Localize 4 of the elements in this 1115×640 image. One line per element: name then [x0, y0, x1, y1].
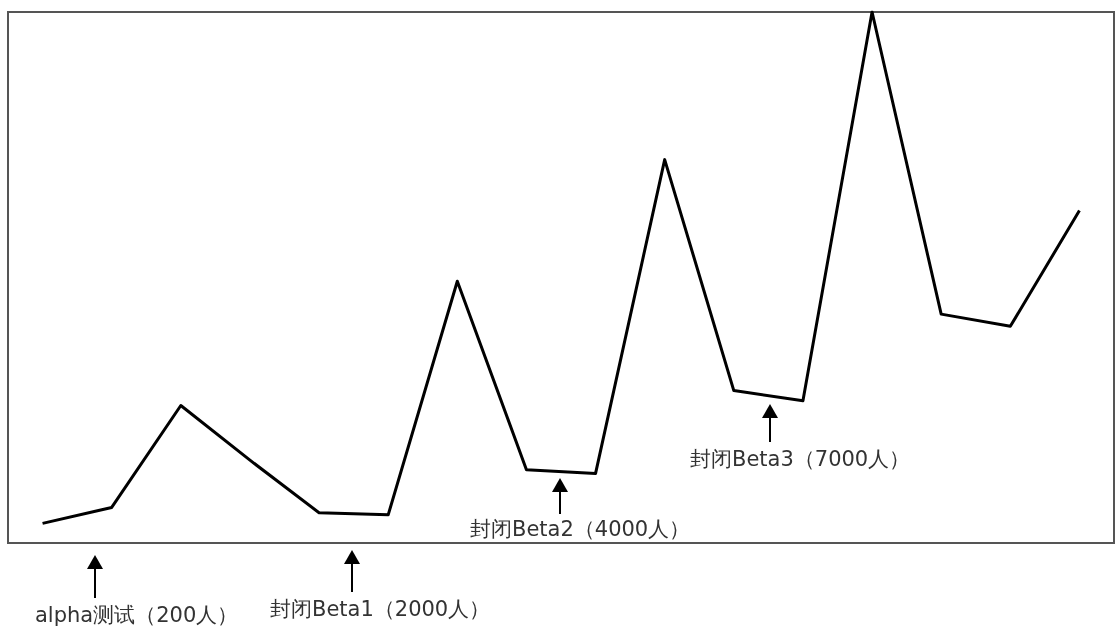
text: alpha测试（200人）: [35, 602, 239, 627]
annotation: 封闭Beta2（4000人）: [470, 516, 691, 541]
annotation: 封闭Beta3（7000人）: [690, 446, 911, 471]
text: 封闭Beta1（2000人）: [270, 596, 491, 621]
